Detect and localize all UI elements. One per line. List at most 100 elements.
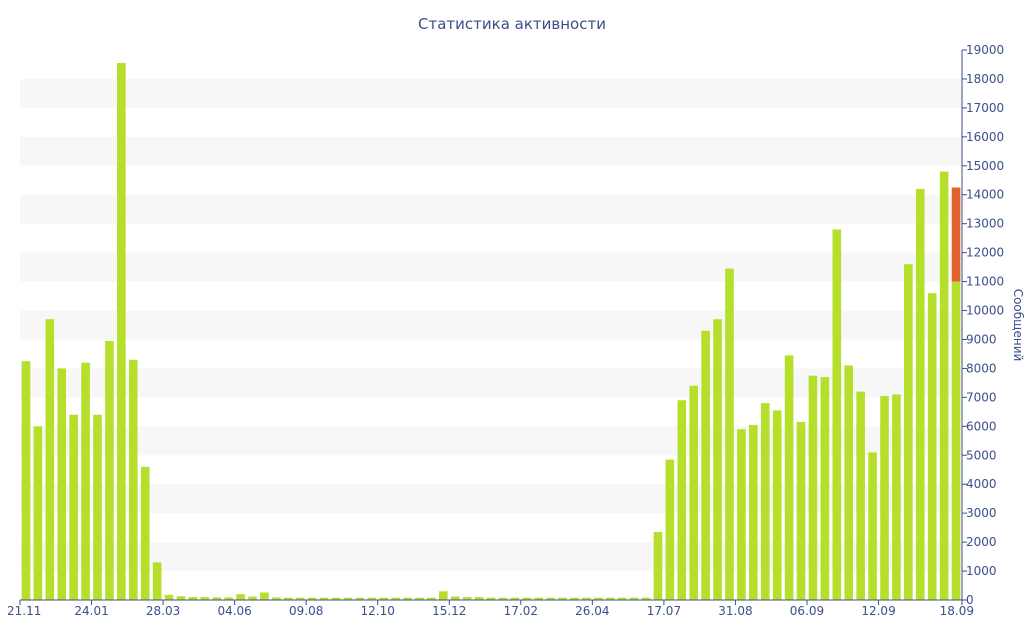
bar[interactable]	[248, 596, 257, 600]
bar[interactable]	[677, 400, 687, 600]
y-tick-label: 7000	[966, 390, 997, 404]
bar[interactable]	[904, 264, 913, 600]
bar[interactable]	[605, 597, 615, 600]
bar[interactable]	[343, 597, 353, 600]
grid-band	[20, 368, 962, 398]
bar[interactable]	[939, 171, 949, 600]
bar-highlight-segment[interactable]	[951, 187, 961, 282]
bar[interactable]	[510, 597, 520, 600]
bar[interactable]	[820, 377, 830, 600]
bar[interactable]	[832, 229, 842, 600]
chart-title: Статистика активности	[418, 15, 606, 33]
bar[interactable]	[665, 459, 675, 600]
bar[interactable]	[653, 531, 663, 600]
x-tick-label: 17.02	[504, 604, 538, 618]
bar[interactable]	[188, 597, 198, 600]
bar[interactable]	[546, 597, 555, 600]
bar[interactable]	[486, 597, 496, 600]
bar[interactable]	[105, 340, 114, 600]
x-tick-label: 06.09	[790, 604, 824, 618]
y-tick-label: 8000	[966, 361, 997, 375]
bar[interactable]	[772, 410, 782, 600]
bar[interactable]	[737, 429, 746, 600]
x-tick-label: 31.08	[718, 604, 752, 618]
y-tick-label: 0	[966, 593, 974, 607]
bar[interactable]	[260, 592, 269, 600]
bar[interactable]	[951, 281, 961, 600]
bar[interactable]	[558, 597, 567, 600]
bar[interactable]	[641, 597, 651, 600]
y-tick-label: 10000	[966, 304, 1004, 318]
bar[interactable]	[760, 403, 770, 600]
bar[interactable]	[152, 562, 162, 600]
bar[interactable]	[81, 362, 90, 600]
grid-band	[20, 136, 962, 166]
x-tick-label: 12.10	[361, 604, 395, 618]
bar[interactable]	[164, 594, 174, 600]
bar[interactable]	[367, 597, 377, 600]
bar[interactable]	[69, 414, 78, 600]
bar[interactable]	[283, 597, 293, 600]
bar[interactable]	[391, 597, 400, 600]
y-tick-label: 16000	[966, 130, 1004, 144]
bar[interactable]	[570, 597, 579, 600]
bar[interactable]	[212, 597, 222, 600]
bar[interactable]	[355, 597, 365, 600]
bar[interactable]	[749, 424, 758, 600]
bar[interactable]	[200, 597, 210, 600]
bar[interactable]	[534, 597, 543, 600]
bar[interactable]	[331, 597, 341, 600]
bar[interactable]	[307, 597, 317, 600]
bar[interactable]	[880, 395, 889, 600]
bar[interactable]	[474, 597, 484, 600]
x-tick-label: 12.09	[861, 604, 895, 618]
bar[interactable]	[713, 319, 722, 600]
y-tick-label: 1000	[966, 564, 997, 578]
bar[interactable]	[439, 591, 448, 600]
bar[interactable]	[93, 414, 102, 600]
bar[interactable]	[856, 391, 865, 600]
bar[interactable]	[927, 293, 937, 600]
bar[interactable]	[868, 452, 877, 600]
bar[interactable]	[582, 597, 591, 600]
x-tick-label: 24.01	[74, 604, 108, 618]
bar[interactable]	[140, 466, 150, 600]
bar[interactable]	[176, 596, 186, 600]
bar[interactable]	[844, 365, 854, 600]
bar[interactable]	[594, 597, 603, 600]
bar[interactable]	[892, 394, 901, 600]
bar[interactable]	[415, 597, 424, 600]
bar[interactable]	[272, 597, 281, 600]
bar[interactable]	[808, 375, 818, 600]
bar[interactable]	[379, 597, 388, 600]
y-tick-label: 5000	[966, 448, 997, 462]
bar[interactable]	[725, 268, 734, 600]
bar[interactable]	[796, 421, 806, 600]
bar[interactable]	[784, 355, 794, 600]
bar[interactable]	[57, 368, 67, 600]
bar[interactable]	[450, 596, 460, 600]
bar[interactable]	[617, 597, 627, 600]
x-tick-label: 15.12	[432, 604, 466, 618]
bar[interactable]	[128, 359, 138, 600]
y-tick-label: 4000	[966, 477, 997, 491]
bar[interactable]	[21, 361, 31, 600]
bar[interactable]	[629, 597, 639, 600]
bar[interactable]	[117, 63, 126, 601]
bar[interactable]	[236, 594, 245, 600]
bar[interactable]	[224, 597, 233, 600]
bar[interactable]	[701, 330, 710, 600]
bar[interactable]	[498, 597, 508, 600]
bar[interactable]	[319, 597, 329, 600]
bar[interactable]	[33, 426, 43, 600]
y-tick-label: 9000	[966, 332, 997, 346]
bar[interactable]	[689, 385, 699, 600]
bar[interactable]	[45, 319, 55, 600]
bar[interactable]	[295, 597, 305, 600]
bar[interactable]	[462, 597, 472, 600]
bar[interactable]	[915, 188, 925, 600]
bar[interactable]	[403, 597, 412, 600]
bar[interactable]	[522, 597, 532, 600]
bar[interactable]	[427, 597, 436, 600]
y-tick-label: 19000	[966, 43, 1004, 57]
